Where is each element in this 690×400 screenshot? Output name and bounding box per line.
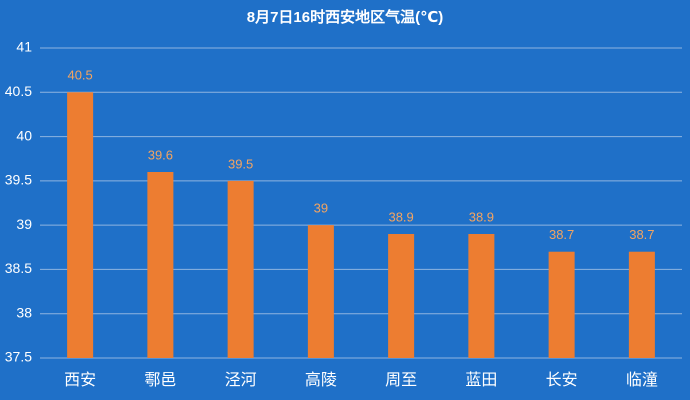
data-label: 38.9: [388, 209, 413, 224]
bar: [227, 180, 254, 358]
data-label: 38.7: [629, 227, 654, 242]
x-tick-label: 长安: [546, 371, 578, 389]
data-label: 40.5: [67, 68, 92, 83]
x-tick-label: 周至: [385, 372, 417, 389]
y-tick-label: 38.5: [5, 260, 32, 276]
x-tick-label: 西安: [64, 371, 96, 389]
bar: [628, 251, 655, 358]
y-tick-label: 40.5: [5, 83, 32, 99]
chart-title: 8月7日16时西安地区气温(℃): [247, 8, 444, 26]
data-label: 39.5: [228, 156, 253, 171]
x-tick-label: 泾河: [225, 371, 257, 389]
data-label: 38.9: [469, 209, 494, 224]
x-tick-label: 鄠邑: [144, 371, 176, 389]
y-tick-label: 38: [16, 304, 32, 320]
y-tick-label: 41: [16, 39, 32, 55]
bar: [67, 92, 94, 359]
data-label: 39.6: [148, 147, 173, 162]
data-label: 38.7: [549, 227, 574, 242]
bar: [147, 172, 174, 358]
bar: [307, 225, 334, 358]
bar: [468, 234, 495, 358]
y-tick-label: 39: [16, 216, 32, 232]
x-tick-label: 蓝田: [465, 371, 497, 389]
data-label: 39: [314, 201, 328, 216]
x-tick-label: 高陵: [305, 371, 337, 389]
bar: [388, 234, 415, 358]
y-tick-label: 40: [16, 127, 32, 143]
y-tick-label: 37.5: [5, 349, 32, 365]
y-tick-label: 39.5: [5, 172, 32, 188]
bar: [548, 251, 575, 358]
x-tick-label: 临潼: [626, 371, 658, 389]
